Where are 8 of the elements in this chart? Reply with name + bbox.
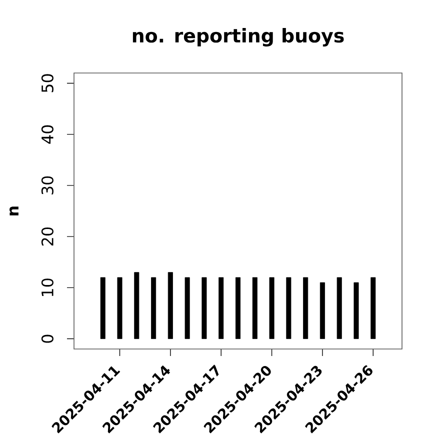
y-tick-label: 0 [41, 334, 54, 343]
y-tick-label: 30 [41, 176, 54, 194]
y-tick-label: 50 [41, 74, 54, 92]
y-axis-title: n [10, 206, 18, 216]
chart-title: no. reporting buoys [132, 28, 344, 46]
y-tick-label: 10 [41, 278, 54, 296]
y-tick-label: 20 [41, 227, 54, 246]
y-tick-label: 40 [41, 125, 54, 144]
